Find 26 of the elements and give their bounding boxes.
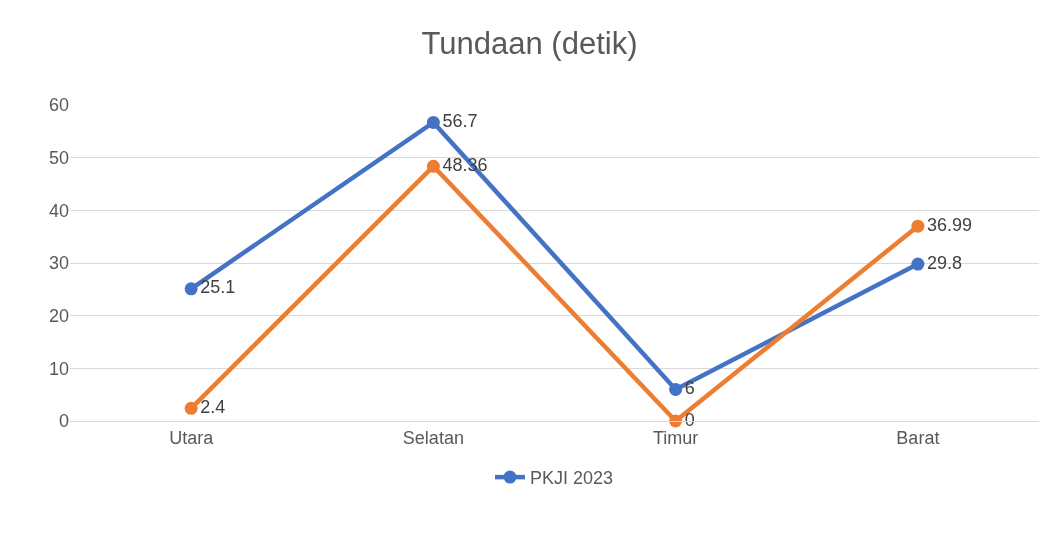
point <box>184 282 198 296</box>
y-tick-label: 20 <box>48 305 69 326</box>
data-label: 6 <box>684 377 695 398</box>
x-tick-label: Timur <box>652 427 699 448</box>
y-tick-label: 60 <box>48 95 69 116</box>
y-tick-label: 50 <box>48 147 69 168</box>
point <box>184 401 198 415</box>
chart-title: Tundaan (detik) <box>421 25 638 61</box>
point <box>911 219 925 233</box>
data-label: 2.4 <box>200 396 226 417</box>
x-tick-label: Barat <box>896 427 940 448</box>
y-tick-label: 30 <box>48 253 69 274</box>
x-tick-label: Selatan <box>402 427 464 448</box>
point <box>426 115 440 129</box>
point <box>426 159 440 173</box>
legend-label: PKJI 2023 <box>530 468 614 489</box>
data-label: 56.7 <box>442 110 478 131</box>
x-tick-label: Utara <box>169 427 215 448</box>
y-tick-label: 10 <box>48 358 69 379</box>
point <box>911 257 925 271</box>
data-label: 29.8 <box>927 252 963 273</box>
data-label: 36.99 <box>927 214 973 235</box>
y-tick-label: 40 <box>48 200 69 221</box>
y-tick-label: 0 <box>58 411 69 432</box>
point <box>669 382 683 396</box>
data-label: 25.1 <box>200 277 236 298</box>
